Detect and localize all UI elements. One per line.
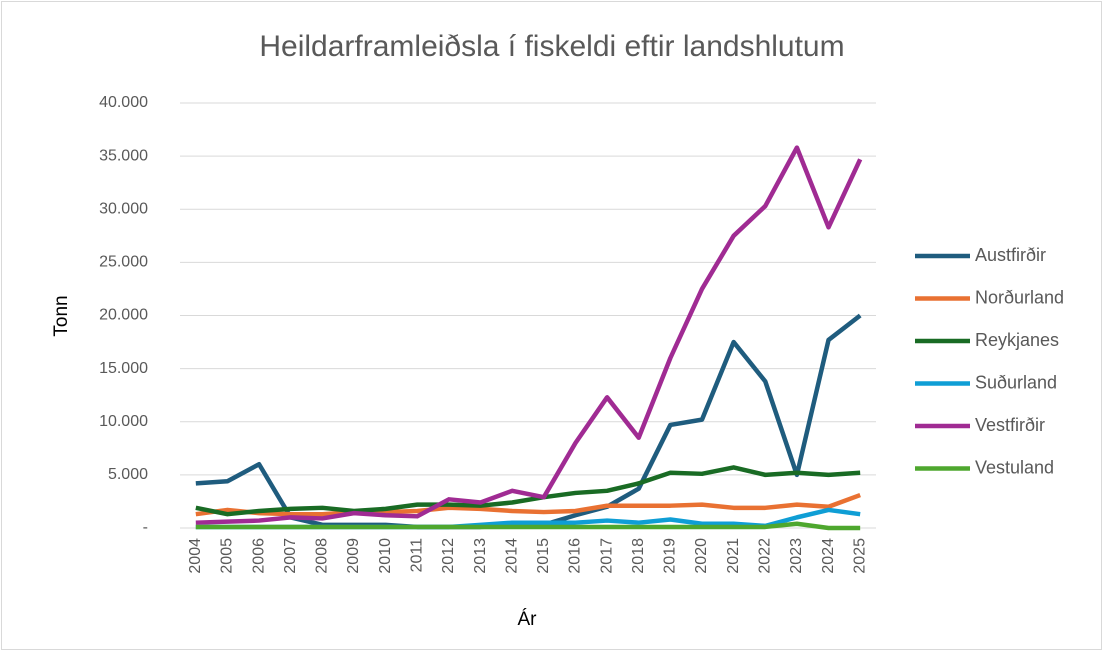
x-tick-label: 2010 [377, 538, 394, 574]
legend-label: Vestuland [975, 457, 1054, 477]
series-line [195, 492, 861, 517]
x-tick-label: 2005 [219, 538, 236, 574]
series-line [195, 465, 861, 517]
x-tick-label: 2013 [472, 538, 489, 574]
y-tick-label: 10.000 [99, 413, 148, 430]
x-tick-label: 2011 [408, 538, 425, 573]
y-axis-label: Tonn [51, 295, 72, 336]
y-tick-label: 30.000 [99, 200, 148, 217]
y-tick-label: 40.000 [99, 94, 148, 111]
y-tick-label: 25.000 [99, 254, 148, 271]
x-axis-label: Ár [518, 609, 538, 630]
x-tick-label: 2014 [503, 538, 520, 574]
y-tick-label: 15.000 [99, 360, 148, 377]
legend-label: Vestfirðir [975, 415, 1045, 435]
chart-title: Heildarframleiðsla í fiskeldi eftir land… [259, 30, 844, 63]
x-tick-label: 2012 [440, 538, 457, 574]
x-tick-label: 2015 [535, 538, 552, 574]
x-tick-label: 2008 [314, 538, 331, 574]
x-tick-label: 2009 [345, 538, 362, 574]
x-tick-label: 2016 [567, 538, 584, 574]
x-tick-label: 2023 [788, 538, 805, 574]
chart-border [1, 1, 1102, 650]
legend-label: Austfirðir [975, 245, 1046, 265]
x-tick-label: 2021 [725, 538, 742, 574]
x-tick-label: 2022 [756, 538, 773, 574]
y-tick-label: 20.000 [99, 307, 148, 324]
x-tick-label: 2020 [693, 538, 710, 574]
series-line [195, 521, 861, 531]
series-line [195, 145, 863, 525]
y-tick-label: 5.000 [108, 466, 148, 483]
x-tick-label: 2019 [662, 538, 679, 574]
x-tick-label: 2018 [630, 538, 647, 574]
x-tick-label: 2024 [820, 538, 837, 574]
legend-label: Norðurland [975, 287, 1064, 307]
x-tick-label: 2006 [250, 538, 267, 574]
y-tick-label: - [143, 519, 148, 536]
y-tick-label: 35.000 [99, 147, 148, 164]
x-tick-label: 2007 [282, 538, 299, 574]
x-tick-label: 2004 [187, 538, 204, 574]
x-tick-label: 2025 [851, 538, 868, 574]
legend-label: Suðurland [975, 372, 1057, 392]
legend-label: Reykjanes [975, 330, 1059, 350]
x-tick-label: 2017 [598, 538, 615, 574]
